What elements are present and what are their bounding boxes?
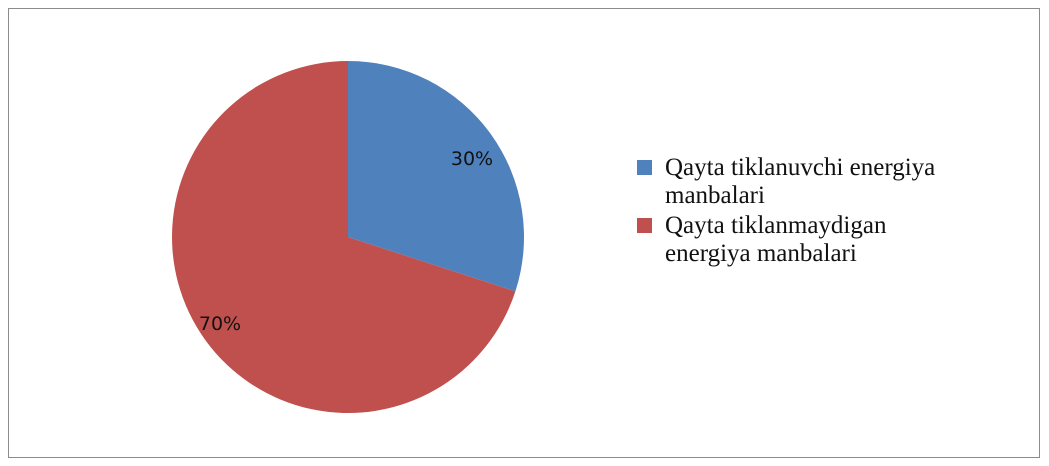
pie-slice-nonrenewable bbox=[172, 61, 516, 413]
legend-label-nonrenewable-line2: energiya manbalari bbox=[665, 240, 857, 267]
legend-swatch-renewable bbox=[637, 160, 652, 175]
legend: Qayta tiklanuvchi energiya manbalari Qay… bbox=[637, 154, 1037, 270]
legend-label-renewable-line1: Qayta tiklanuvchi energiya bbox=[665, 154, 936, 181]
legend-label-nonrenewable-line1: Qayta tiklanmaydigan bbox=[665, 212, 887, 239]
legend-swatch-nonrenewable bbox=[637, 218, 652, 233]
pie-slices bbox=[172, 61, 524, 413]
legend-item-renewable: Qayta tiklanuvchi energiya manbalari bbox=[637, 154, 1037, 210]
data-label-nonrenewable: 70% bbox=[199, 313, 241, 335]
data-label-renewable: 30% bbox=[451, 148, 493, 170]
legend-label-renewable-line2: manbalari bbox=[665, 182, 765, 209]
legend-item-nonrenewable: Qayta tiklanmaydigan energiya manbalari bbox=[637, 212, 1037, 268]
pie-slice-renewable bbox=[348, 61, 524, 292]
pie-data-labels: 30% 70% bbox=[199, 148, 493, 335]
